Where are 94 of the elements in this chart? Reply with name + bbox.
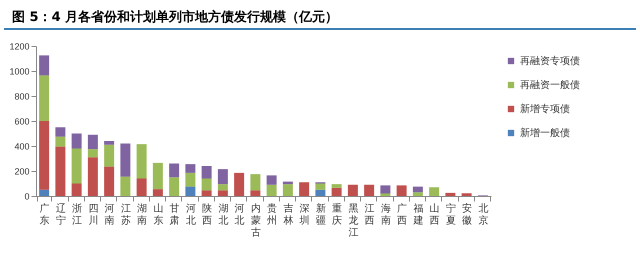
x-tick-label: 甘肃 (170, 202, 180, 226)
bar (72, 148, 82, 184)
bar (218, 190, 228, 196)
y-tick-label: 800 (14, 92, 30, 102)
bar (104, 166, 114, 196)
chart-title: 图 5：4 月各省份和计划单列市地方债发行规模（亿元） (4, 0, 636, 30)
bar (282, 184, 293, 196)
bar (445, 192, 456, 196)
bar (55, 146, 66, 196)
bar (462, 193, 472, 196)
bar (104, 141, 114, 145)
bar (120, 144, 130, 177)
x-tick-label: 北京 (478, 202, 488, 226)
bar (152, 162, 163, 190)
bar (202, 166, 212, 178)
bar (120, 176, 130, 196)
bar (315, 190, 326, 196)
bar (169, 177, 180, 196)
x-tick-label: 湖南 (137, 202, 148, 226)
bar (39, 190, 50, 196)
bar (39, 121, 50, 190)
x-tick-label: 辽宁 (56, 202, 66, 226)
bar (266, 184, 277, 196)
x-tick-label: 江西 (364, 202, 375, 226)
bar (136, 178, 147, 196)
x-tick-label: 贵州 (267, 202, 278, 226)
bar (88, 157, 98, 196)
x-tick-label: 陕西 (202, 202, 212, 226)
bar (396, 185, 407, 196)
bar (364, 184, 374, 196)
legend-label: 再融资一般债 (520, 79, 580, 91)
x-tick-label: 宁夏 (446, 202, 456, 226)
x-tick-label: 山西 (430, 202, 440, 226)
y-tick-label: 200 (14, 166, 30, 176)
y-tick-label: 1000 (9, 66, 30, 76)
y-tick-label: 0 (24, 192, 30, 202)
bar (202, 178, 212, 190)
x-tick-label: 山东 (153, 202, 164, 226)
x-tick-label: 河北 (186, 202, 196, 226)
bar (266, 175, 277, 185)
x-tick-label: 福建 (412, 202, 424, 226)
bar (39, 75, 50, 121)
bar (152, 189, 163, 196)
x-tick-label: 黑龙江 (348, 204, 358, 238)
x-tick-label: 吉林 (282, 202, 294, 226)
bar (332, 188, 342, 196)
x-tick-label: 湖北 (218, 202, 228, 226)
bar (39, 55, 50, 76)
bar (282, 182, 293, 184)
bar (429, 187, 440, 196)
bar (250, 190, 260, 196)
x-tick-label: 广西 (397, 202, 408, 226)
bar (315, 184, 326, 190)
x-tick-label: 浙江 (72, 202, 82, 226)
bar (72, 184, 82, 196)
x-tick-label: 海南 (380, 202, 391, 226)
x-tick-label: 内蒙古 (250, 202, 261, 238)
x-tick-label: 江苏 (120, 202, 131, 226)
x-tick-label: 安徽 (462, 202, 472, 226)
bar (412, 192, 423, 196)
bar (218, 184, 228, 190)
y-tick-label: 1200 (9, 42, 30, 52)
bar (234, 172, 244, 196)
x-tick-label: 河南 (104, 202, 115, 226)
bar (55, 136, 66, 147)
x-tick-label: 河北 (234, 202, 245, 226)
bar (185, 164, 196, 173)
bar (185, 172, 196, 187)
bar (250, 174, 260, 190)
bar (136, 144, 147, 178)
bar (169, 164, 180, 178)
bar (55, 127, 66, 137)
legend-label: 新增专项债 (520, 103, 570, 115)
legend-label: 新增一般债 (520, 127, 570, 139)
bar (348, 184, 358, 196)
bar (185, 186, 196, 196)
bar (88, 149, 98, 158)
bar (202, 190, 212, 196)
bar (299, 182, 310, 196)
y-tick-label: 400 (14, 142, 30, 152)
bar (72, 134, 82, 148)
bar (332, 184, 342, 188)
legend-label: 再融资专项债 (520, 55, 580, 67)
x-tick-label: 四川 (88, 204, 98, 226)
x-tick-label: 重庆 (332, 202, 342, 226)
bar (104, 144, 114, 167)
y-tick-label: 600 (14, 116, 30, 126)
x-tick-label: 新疆 (316, 202, 326, 226)
x-tick-label: 广东 (40, 202, 50, 226)
bar (412, 186, 423, 192)
x-tick-label: 深圳 (298, 202, 310, 226)
bar (218, 169, 228, 184)
bar (88, 134, 98, 150)
bar (380, 185, 390, 194)
